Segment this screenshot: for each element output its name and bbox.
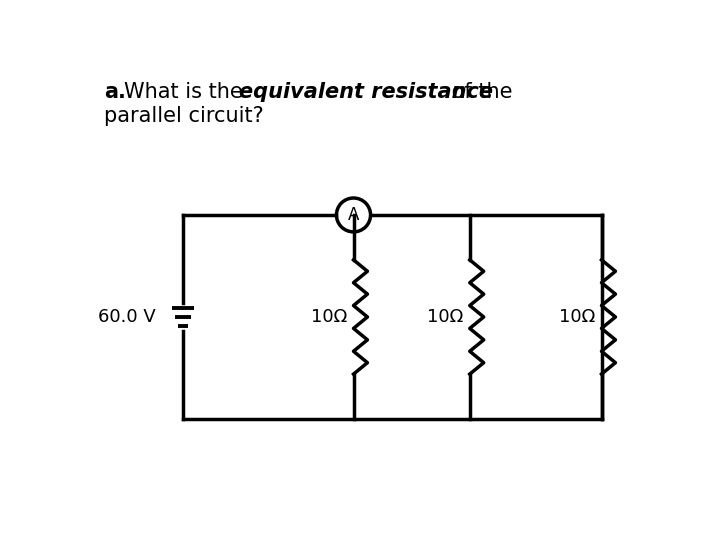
Text: parallel circuit?: parallel circuit? <box>104 106 264 126</box>
Text: 10Ω: 10Ω <box>311 308 347 326</box>
Text: a.: a. <box>104 82 126 102</box>
Text: A: A <box>348 206 359 224</box>
Text: equivalent resistance: equivalent resistance <box>239 82 492 102</box>
Text: 10Ω: 10Ω <box>559 308 595 326</box>
Text: 60.0 V: 60.0 V <box>98 308 156 326</box>
Text: of the: of the <box>445 82 513 102</box>
Text: 10Ω: 10Ω <box>427 308 464 326</box>
Text: What is the: What is the <box>124 82 249 102</box>
